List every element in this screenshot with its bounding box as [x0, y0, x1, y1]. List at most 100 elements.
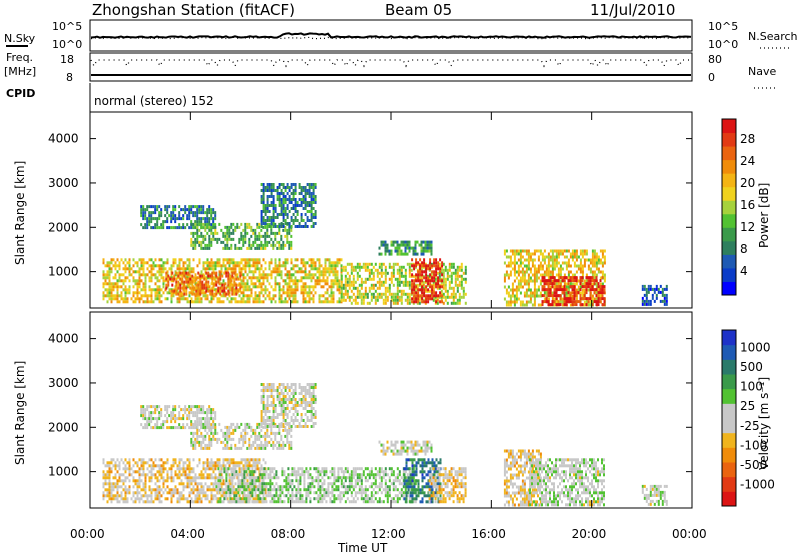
data-cell — [262, 201, 265, 204]
data-cell — [160, 264, 163, 268]
data-cell — [545, 288, 548, 292]
data-cell — [262, 416, 265, 419]
data-cell — [196, 208, 199, 212]
data-cell — [194, 220, 197, 224]
data-cell — [150, 276, 153, 280]
data-cell — [190, 479, 193, 483]
data-cell — [132, 300, 135, 304]
data-cell — [162, 291, 165, 295]
data-cell — [280, 204, 283, 207]
data-cell — [539, 303, 542, 307]
data-cell — [148, 420, 151, 424]
data-cell — [250, 228, 253, 232]
data-cell — [242, 267, 245, 271]
data-cell — [376, 292, 379, 296]
data-cell — [272, 422, 275, 425]
data-cell — [232, 237, 235, 241]
data-cell — [314, 282, 317, 286]
data-cell — [314, 410, 317, 413]
data-cell — [575, 294, 578, 298]
data-cell — [124, 288, 127, 292]
data-cell — [252, 261, 255, 265]
data-cell — [428, 289, 431, 293]
data-cell — [270, 425, 273, 429]
data-cell — [583, 297, 586, 301]
data-cell — [142, 294, 145, 298]
colorbar-swatch — [722, 159, 736, 174]
data-cell — [272, 210, 275, 213]
data-cell — [182, 417, 185, 421]
data-cell — [573, 300, 576, 304]
data-cell — [210, 237, 213, 241]
data-cell — [591, 258, 594, 262]
data-cell — [210, 300, 213, 304]
data-cell — [176, 500, 179, 504]
data-cell — [202, 473, 205, 477]
data-cell — [573, 255, 576, 259]
data-cell — [274, 425, 277, 428]
data-cell — [555, 264, 558, 268]
data-cell — [198, 420, 201, 424]
data-cell — [200, 485, 203, 489]
data-cell — [374, 295, 377, 299]
data-cell — [272, 425, 275, 428]
data-cell — [136, 497, 139, 501]
data-cell — [138, 291, 141, 295]
data-cell — [154, 273, 157, 277]
data-cell — [437, 285, 440, 289]
data-cell — [521, 285, 524, 289]
data-cell — [176, 464, 179, 468]
data-cell — [312, 386, 315, 389]
data-cell — [200, 231, 203, 235]
data-cell — [425, 270, 428, 274]
data-cell — [356, 271, 359, 275]
data-cell — [194, 240, 197, 244]
data-cell — [396, 249, 399, 253]
data-cell — [200, 420, 203, 424]
data-cell — [208, 443, 211, 447]
data-cell — [312, 183, 315, 186]
data-cell — [200, 470, 203, 474]
data-cell — [178, 405, 181, 409]
data-cell — [308, 392, 311, 395]
data-cell — [276, 231, 279, 235]
data-cell — [186, 485, 189, 489]
data-cell — [220, 428, 223, 432]
data-cell — [292, 291, 295, 295]
data-cell — [205, 277, 208, 281]
data-cell — [290, 300, 293, 304]
data-cell — [288, 428, 291, 432]
data-cell — [260, 443, 263, 447]
data-cell — [268, 183, 271, 186]
data-cell — [408, 240, 411, 244]
data-cell — [132, 464, 135, 468]
data-cell — [569, 300, 572, 304]
data-cell — [350, 295, 353, 299]
data-cell — [246, 297, 249, 301]
data-cell — [196, 228, 199, 232]
data-cell — [563, 297, 566, 301]
data-cell — [419, 258, 422, 262]
data-cell — [130, 467, 133, 471]
data-cell — [184, 497, 187, 501]
data-cell — [294, 297, 297, 301]
data-cell — [324, 258, 327, 262]
data-cell — [184, 411, 187, 415]
data-cell — [511, 249, 514, 253]
data-cell — [244, 294, 247, 298]
data-cell — [128, 279, 131, 283]
data-cell — [551, 252, 554, 256]
data-cell — [270, 186, 273, 189]
data-cell — [248, 300, 251, 304]
data-cell — [573, 282, 576, 286]
data-cell — [150, 420, 153, 424]
data-cell — [152, 405, 155, 409]
data-cell — [122, 482, 125, 486]
colorbar-swatch — [722, 146, 736, 161]
data-cell — [561, 276, 564, 280]
data-cell — [124, 494, 127, 498]
data-cell — [302, 219, 305, 222]
data-cell — [458, 283, 461, 287]
data-cell — [154, 211, 157, 215]
data-cell — [460, 277, 463, 281]
